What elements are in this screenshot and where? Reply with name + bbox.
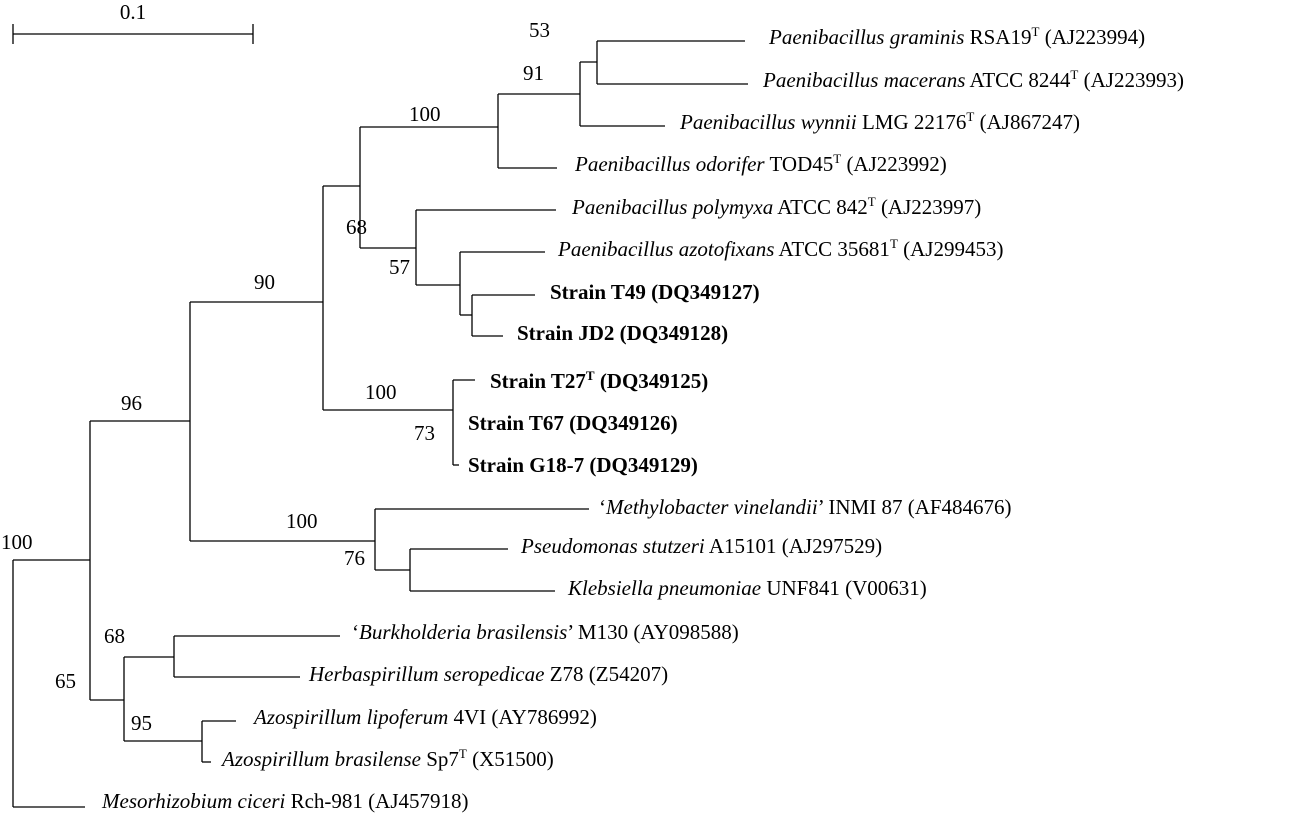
taxon-label-part: Azospirillum brasilense	[220, 747, 421, 771]
taxon-label-part: Strain T67 (DQ349126)	[468, 411, 678, 435]
bootstrap-value: 91	[523, 61, 544, 85]
taxon-label-part: Paenibacillus polymyxa	[571, 195, 773, 219]
taxon-label-part: T	[890, 236, 898, 251]
taxon-label-part: (DQ349125)	[595, 369, 709, 393]
taxon-label-part: Mesorhizobium ciceri	[101, 789, 286, 813]
taxon-label: Paenibacillus wynnii LMG 22176T (AJ86724…	[679, 109, 1080, 134]
taxon-label: Azospirillum lipoferum 4VI (AY786992)	[252, 705, 597, 729]
taxon-label-part: Paenibacillus graminis	[768, 25, 964, 49]
taxon-label-part: Strain T27	[490, 369, 586, 393]
bootstrap-value: 100	[1, 530, 33, 554]
taxon-label: Paenibacillus azotofixans ATCC 35681T (A…	[557, 236, 1003, 261]
taxon-label-part: (AJ223997)	[876, 195, 982, 219]
bootstrap-value: 65	[55, 669, 76, 693]
taxon-label-part: Sp7	[421, 747, 459, 771]
scale-bar: 0.1	[12, 0, 254, 44]
taxon-label-part: Azospirillum lipoferum	[252, 705, 448, 729]
taxon-label: Strain JD2 (DQ349128)	[517, 321, 728, 345]
taxon-label-part: T	[459, 746, 467, 761]
taxon-label-part: (AJ867247)	[974, 110, 1080, 134]
bootstrap-value: 96	[121, 391, 142, 415]
taxon-label-part: 4VI (AY786992)	[448, 705, 597, 729]
taxon-label-part: Paenibacillus wynnii	[679, 110, 857, 134]
taxon-label: Paenibacillus polymyxa ATCC 842T (AJ2239…	[571, 194, 981, 219]
taxon-label-part: ATCC 8244	[965, 68, 1071, 92]
taxon-label-part: Pseudomonas stutzeri	[520, 534, 705, 558]
taxon-label-part: (AJ223993)	[1078, 68, 1184, 92]
taxon-label-part: ATCC 842	[773, 195, 868, 219]
taxon-label: Paenibacillus macerans ATCC 8244T (AJ223…	[762, 67, 1184, 92]
taxon-label-part: (AJ299453)	[898, 237, 1004, 261]
taxon-label-part: T	[1070, 67, 1078, 82]
bootstrap-values: 53 91 100 68 57 90 100 73 96 100 76 100 …	[1, 18, 550, 735]
taxon-label: Paenibacillus graminis RSA19T (AJ223994)	[768, 24, 1145, 49]
taxon-label-part: ‘	[352, 620, 359, 644]
taxon-label-part: Paenibacillus azotofixans	[557, 237, 774, 261]
taxon-label-part: TOD45	[765, 152, 834, 176]
taxon-label-part: ATCC 35681	[774, 237, 890, 261]
bootstrap-value: 100	[365, 380, 397, 404]
taxon-label-part: ’ INMI 87 (AF484676)	[818, 495, 1012, 519]
bootstrap-value: 100	[409, 102, 441, 126]
taxon-label: Mesorhizobium ciceri Rch-981 (AJ457918)	[101, 789, 469, 813]
taxon-label-part: T	[833, 151, 841, 166]
bootstrap-value: 95	[131, 711, 152, 735]
taxon-label: Strain T49 (DQ349127)	[550, 280, 760, 304]
taxon-label-part: Methylobacter vinelandii	[605, 495, 818, 519]
taxon-label: Strain G18-7 (DQ349129)	[468, 453, 698, 477]
taxon-label: ‘Methylobacter vinelandii’ INMI 87 (AF48…	[599, 495, 1012, 519]
taxon-label-part: Paenibacillus odorifer	[574, 152, 765, 176]
bootstrap-value: 76	[344, 546, 365, 570]
taxon-label-part: Herbaspirillum seropedicae	[308, 662, 544, 686]
taxon-label-part: T	[586, 368, 595, 383]
taxon-label-part: LMG 22176	[857, 110, 967, 134]
taxon-label-part: Strain G18-7 (DQ349129)	[468, 453, 698, 477]
bootstrap-value: 73	[414, 421, 435, 445]
taxon-label-part: Z78 (Z54207)	[544, 662, 668, 686]
taxon-label-part: UNF841 (V00631)	[761, 576, 927, 600]
taxon-label-part: (AJ223992)	[841, 152, 947, 176]
bootstrap-value: 68	[104, 624, 125, 648]
taxon-label: Strain T27T (DQ349125)	[490, 368, 708, 393]
taxon-label-part: T	[868, 194, 876, 209]
taxon-label-part: T	[966, 109, 974, 124]
taxon-label-part: Rch-981 (AJ457918)	[285, 789, 468, 813]
taxon-label-part: Klebsiella pneumoniae	[567, 576, 761, 600]
bootstrap-value: 68	[346, 215, 367, 239]
taxon-label-part: A15101 (AJ297529)	[705, 534, 882, 558]
taxon-label: Paenibacillus odorifer TOD45T (AJ223992)	[574, 151, 947, 176]
taxon-label-part: Burkholderia brasilensis	[359, 620, 567, 644]
taxon-label-part: RSA19	[964, 25, 1031, 49]
bootstrap-value: 53	[529, 18, 550, 42]
scale-bar-label: 0.1	[120, 0, 146, 24]
taxon-label-part: (X51500)	[467, 747, 554, 771]
taxon-label-part: ‘	[599, 495, 606, 519]
taxon-label-part: Paenibacillus macerans	[762, 68, 965, 92]
taxon-label: ‘Burkholderia brasilensis’ M130 (AY09858…	[352, 620, 739, 644]
taxon-label-part: Strain T49 (DQ349127)	[550, 280, 760, 304]
taxon-label-part: T	[1032, 24, 1040, 39]
taxon-label: Pseudomonas stutzeri A15101 (AJ297529)	[520, 534, 882, 558]
taxon-label-part: Strain JD2 (DQ349128)	[517, 321, 728, 345]
bootstrap-value: 57	[389, 255, 410, 279]
taxon-label: Azospirillum brasilense Sp7T (X51500)	[220, 746, 554, 771]
taxon-label: Herbaspirillum seropedicae Z78 (Z54207)	[308, 662, 668, 686]
taxon-label-part: ’ M130 (AY098588)	[567, 620, 739, 644]
taxon-label: Klebsiella pneumoniae UNF841 (V00631)	[567, 576, 927, 600]
bootstrap-value: 100	[286, 509, 318, 533]
taxon-label-part: (AJ223994)	[1039, 25, 1145, 49]
taxon-labels: Paenibacillus graminis RSA19T (AJ223994)…	[101, 24, 1184, 813]
taxon-label: Strain T67 (DQ349126)	[468, 411, 678, 435]
tree-branches	[12, 40, 748, 808]
bootstrap-value: 90	[254, 270, 275, 294]
